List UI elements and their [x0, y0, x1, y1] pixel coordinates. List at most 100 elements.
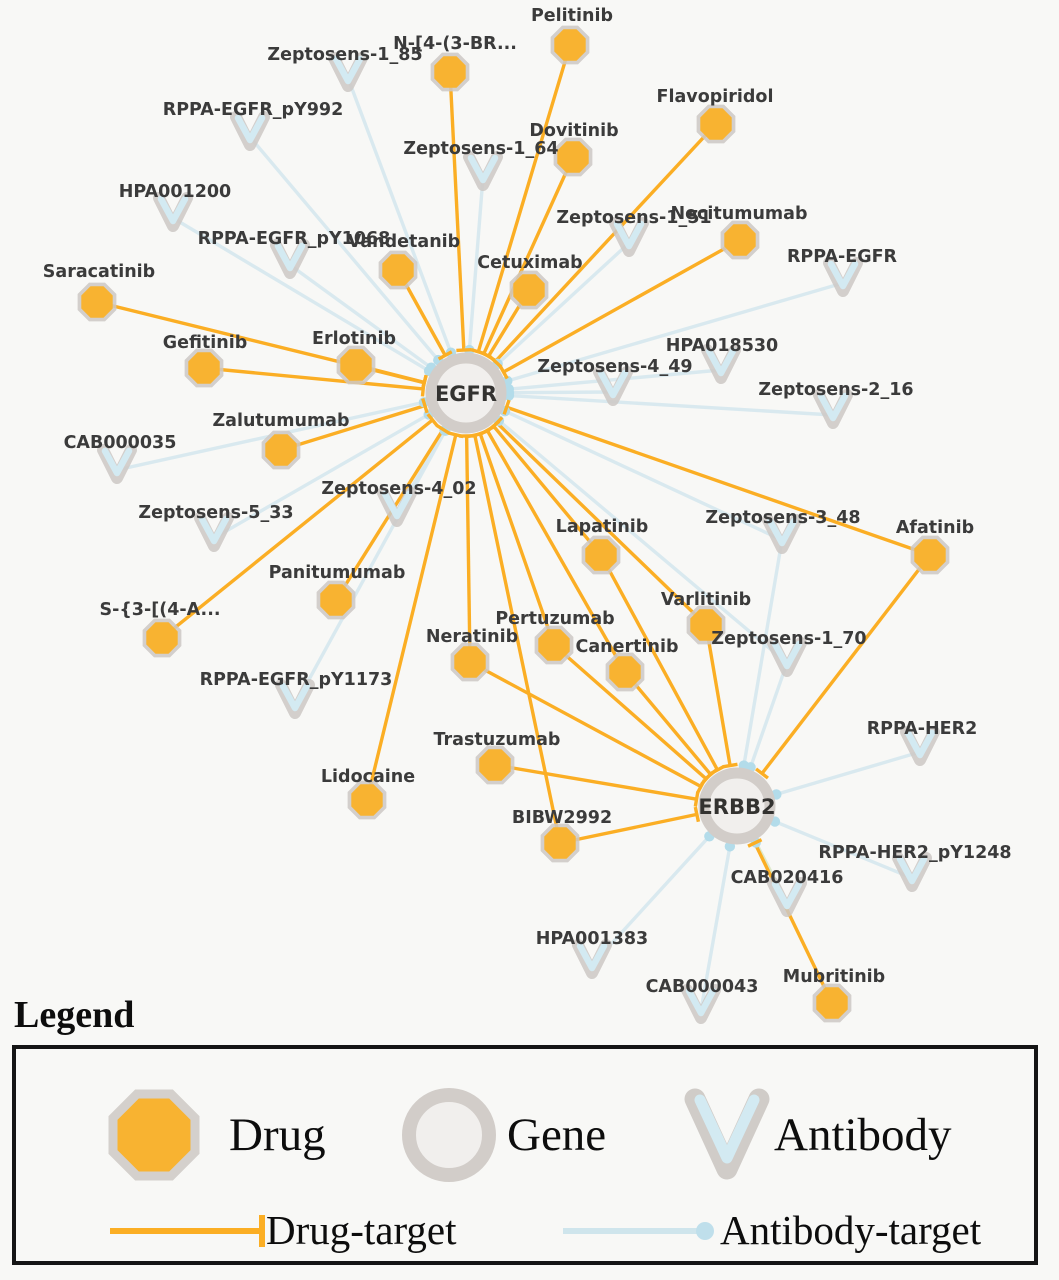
node-label-zeptosens-1-70: Zeptosens-1_70: [711, 629, 866, 649]
edge-antibody-zeptosens-2-16-egfr: [508, 393, 834, 417]
drug-node-panitumumab[interactable]: [316, 580, 356, 620]
antibody-node-rppa-egfr-py1068[interactable]: [270, 239, 310, 279]
drug-node-necitumumab[interactable]: [720, 220, 760, 260]
node-label-rppa-her2-py1248: RPPA-HER2_pY1248: [818, 843, 1011, 863]
drug-target-tee-bibw2992-egfr: [467, 431, 483, 439]
drug-target-tee-trastuzumab-erbb2: [693, 791, 700, 807]
gene-node-label: EGFR: [435, 382, 497, 406]
antibody-node-hpa018530[interactable]: [701, 344, 741, 384]
antibody-node-rppa-egfr-py992[interactable]: [230, 111, 270, 151]
drug-target-tee-afatinib-egfr: [502, 399, 511, 415]
drug-target-tee-s34a-egfr: [426, 413, 439, 427]
node-label-zeptosens-4-49: Zeptosens-4_49: [537, 357, 692, 377]
drug-node-shape: [816, 987, 848, 1019]
drug-node-cetuximab[interactable]: [509, 270, 549, 310]
node-label-n43br: N-[4-(3-BR...: [393, 34, 517, 54]
legend-title: Legend: [14, 994, 135, 1036]
drug-node-s34a[interactable]: [142, 618, 182, 658]
drug-node-bibw2992[interactable]: [540, 823, 580, 863]
drug-node-afatinib[interactable]: [910, 535, 950, 575]
antibody-node-rppa-egfr[interactable]: [823, 257, 863, 297]
drug-node-erlotinib[interactable]: [336, 345, 376, 385]
antibody-chevron-shape: [467, 154, 499, 184]
drug-target-tee-pertuzumab-erbb2: [699, 772, 713, 786]
drug-node-trastuzumab[interactable]: [475, 745, 515, 785]
drug-target-tee-necitumumab-egfr: [498, 364, 509, 380]
edge-drug-bibw2992-erbb2: [559, 812, 698, 845]
drug-node-pertuzumab[interactable]: [534, 625, 574, 665]
edge-antibody-rppa-egfr-py1068-egfr: [289, 263, 433, 370]
antibody-chevron-shape: [157, 195, 189, 225]
drug-node-varlitinib[interactable]: [686, 605, 726, 645]
node-label-neratinib: Neratinib: [426, 627, 518, 647]
antibody-node-cab020416[interactable]: [767, 877, 807, 917]
node-label-panitumumab: Panitumumab: [269, 563, 406, 583]
gene-node-erbb2[interactable]: ERBB2: [698, 767, 776, 845]
edge-drug-neratinib-erbb2: [469, 660, 702, 789]
antibody-node-hpa001383[interactable]: [572, 939, 612, 979]
legend-drug-label: Drug: [229, 1109, 326, 1161]
edge-drug-varlitinib-erbb2: [704, 624, 732, 766]
antibody-node-hpa001200[interactable]: [153, 192, 193, 232]
drug-node-flavopiridol[interactable]: [696, 104, 736, 144]
antibody-node-zeptosens-1-64[interactable]: [463, 151, 503, 191]
antibody-node-zeptosens-4-02[interactable]: [377, 487, 417, 527]
node-label-afatinib: Afatinib: [896, 518, 974, 538]
gene-node-egfr[interactable]: EGFR: [425, 352, 507, 434]
drug-target-tee-mubritinib-erbb2: [747, 838, 763, 848]
antibody-node-icon: [684, 1088, 770, 1180]
edge-antibody-zeptosens-3-48-erbb2: [742, 539, 784, 766]
drug-node-gefitinib[interactable]: [184, 348, 224, 388]
antibody-node-zeptosens-2-16[interactable]: [813, 389, 853, 429]
antibody-node-cab000043[interactable]: [681, 984, 721, 1024]
node-label-rppa-egfr-py1173: RPPA-EGFR_pY1173: [200, 670, 393, 690]
edge-antibody-zeptosens-1-85-egfr: [346, 77, 453, 354]
node-label-gefitinib: Gefitinib: [163, 333, 248, 353]
antibody-node-zeptosens-1-51[interactable]: [609, 217, 649, 257]
antibody-chevron-shape: [896, 855, 928, 885]
drug-node-shape: [479, 749, 511, 781]
antibody-node-zeptosens-1-70[interactable]: [767, 637, 807, 677]
drug-node-zalutumumab[interactable]: [261, 430, 301, 470]
drug-node-lapatinib[interactable]: [581, 535, 621, 575]
drug-node-dovitinib[interactable]: [553, 137, 593, 177]
antibody-node-zeptosens-4-49[interactable]: [593, 366, 633, 406]
antibody-chevron-shape: [904, 729, 936, 759]
edge-antibody-rppa-egfr-py992-egfr: [248, 135, 440, 362]
legend-box: Drug Gene Antibody Drug-target Antibody-…: [12, 1045, 1038, 1265]
drug-node-pelitinib[interactable]: [550, 25, 590, 65]
antibody-chevron-shape: [234, 114, 266, 144]
antibody-node-zeptosens-5-33[interactable]: [194, 512, 234, 552]
drug-node-shape: [434, 56, 466, 88]
drug-node-shape: [188, 352, 220, 384]
antibody-node-zeptosens-1-85[interactable]: [328, 52, 368, 92]
drug-node-vandetanib[interactable]: [378, 250, 418, 290]
antibody-node-rppa-egfr-py1173[interactable]: [275, 679, 315, 719]
node-label-cab000035: CAB000035: [64, 433, 177, 453]
drug-node-saracatinib[interactable]: [77, 282, 117, 322]
node-label-rppa-egfr-py1068: RPPA-EGFR_pY1068: [198, 229, 391, 249]
gene-node-shape: [698, 767, 776, 845]
antibody-node-zeptosens-3-48[interactable]: [762, 514, 802, 554]
drug-node-mubritinib[interactable]: [812, 983, 852, 1023]
node-label-rppa-egfr-py992: RPPA-EGFR_pY992: [163, 100, 344, 120]
node-label-bibw2992: BIBW2992: [512, 808, 612, 828]
drug-node-shape: [557, 141, 589, 173]
edge-drug-afatinib-erbb2: [760, 553, 932, 775]
antibody-node-rppa-her2[interactable]: [900, 726, 940, 766]
drug-target-tee-varlitinib-erbb2: [722, 762, 738, 769]
gene-node-icon: [402, 1088, 496, 1182]
legend-gene-label: Gene: [507, 1109, 607, 1161]
drug-node-lidocaine[interactable]: [347, 780, 387, 820]
antibody-node-cab000035[interactable]: [97, 444, 137, 484]
drug-node-neratinib[interactable]: [450, 642, 490, 682]
edge-antibody-zeptosens-1-64-egfr: [467, 176, 485, 351]
drug-node-n43br[interactable]: [430, 52, 470, 92]
drug-node-canertinib[interactable]: [605, 652, 645, 692]
node-label-varlitinib: Varlitinib: [661, 590, 751, 610]
antibody-node-rppa-her2-py1248[interactable]: [892, 852, 932, 892]
edge-drug-pertuzumab-egfr: [478, 433, 556, 646]
antibody-chevron-shape: [198, 515, 230, 545]
edge-antibody-cab000043-erbb2: [699, 846, 732, 1011]
